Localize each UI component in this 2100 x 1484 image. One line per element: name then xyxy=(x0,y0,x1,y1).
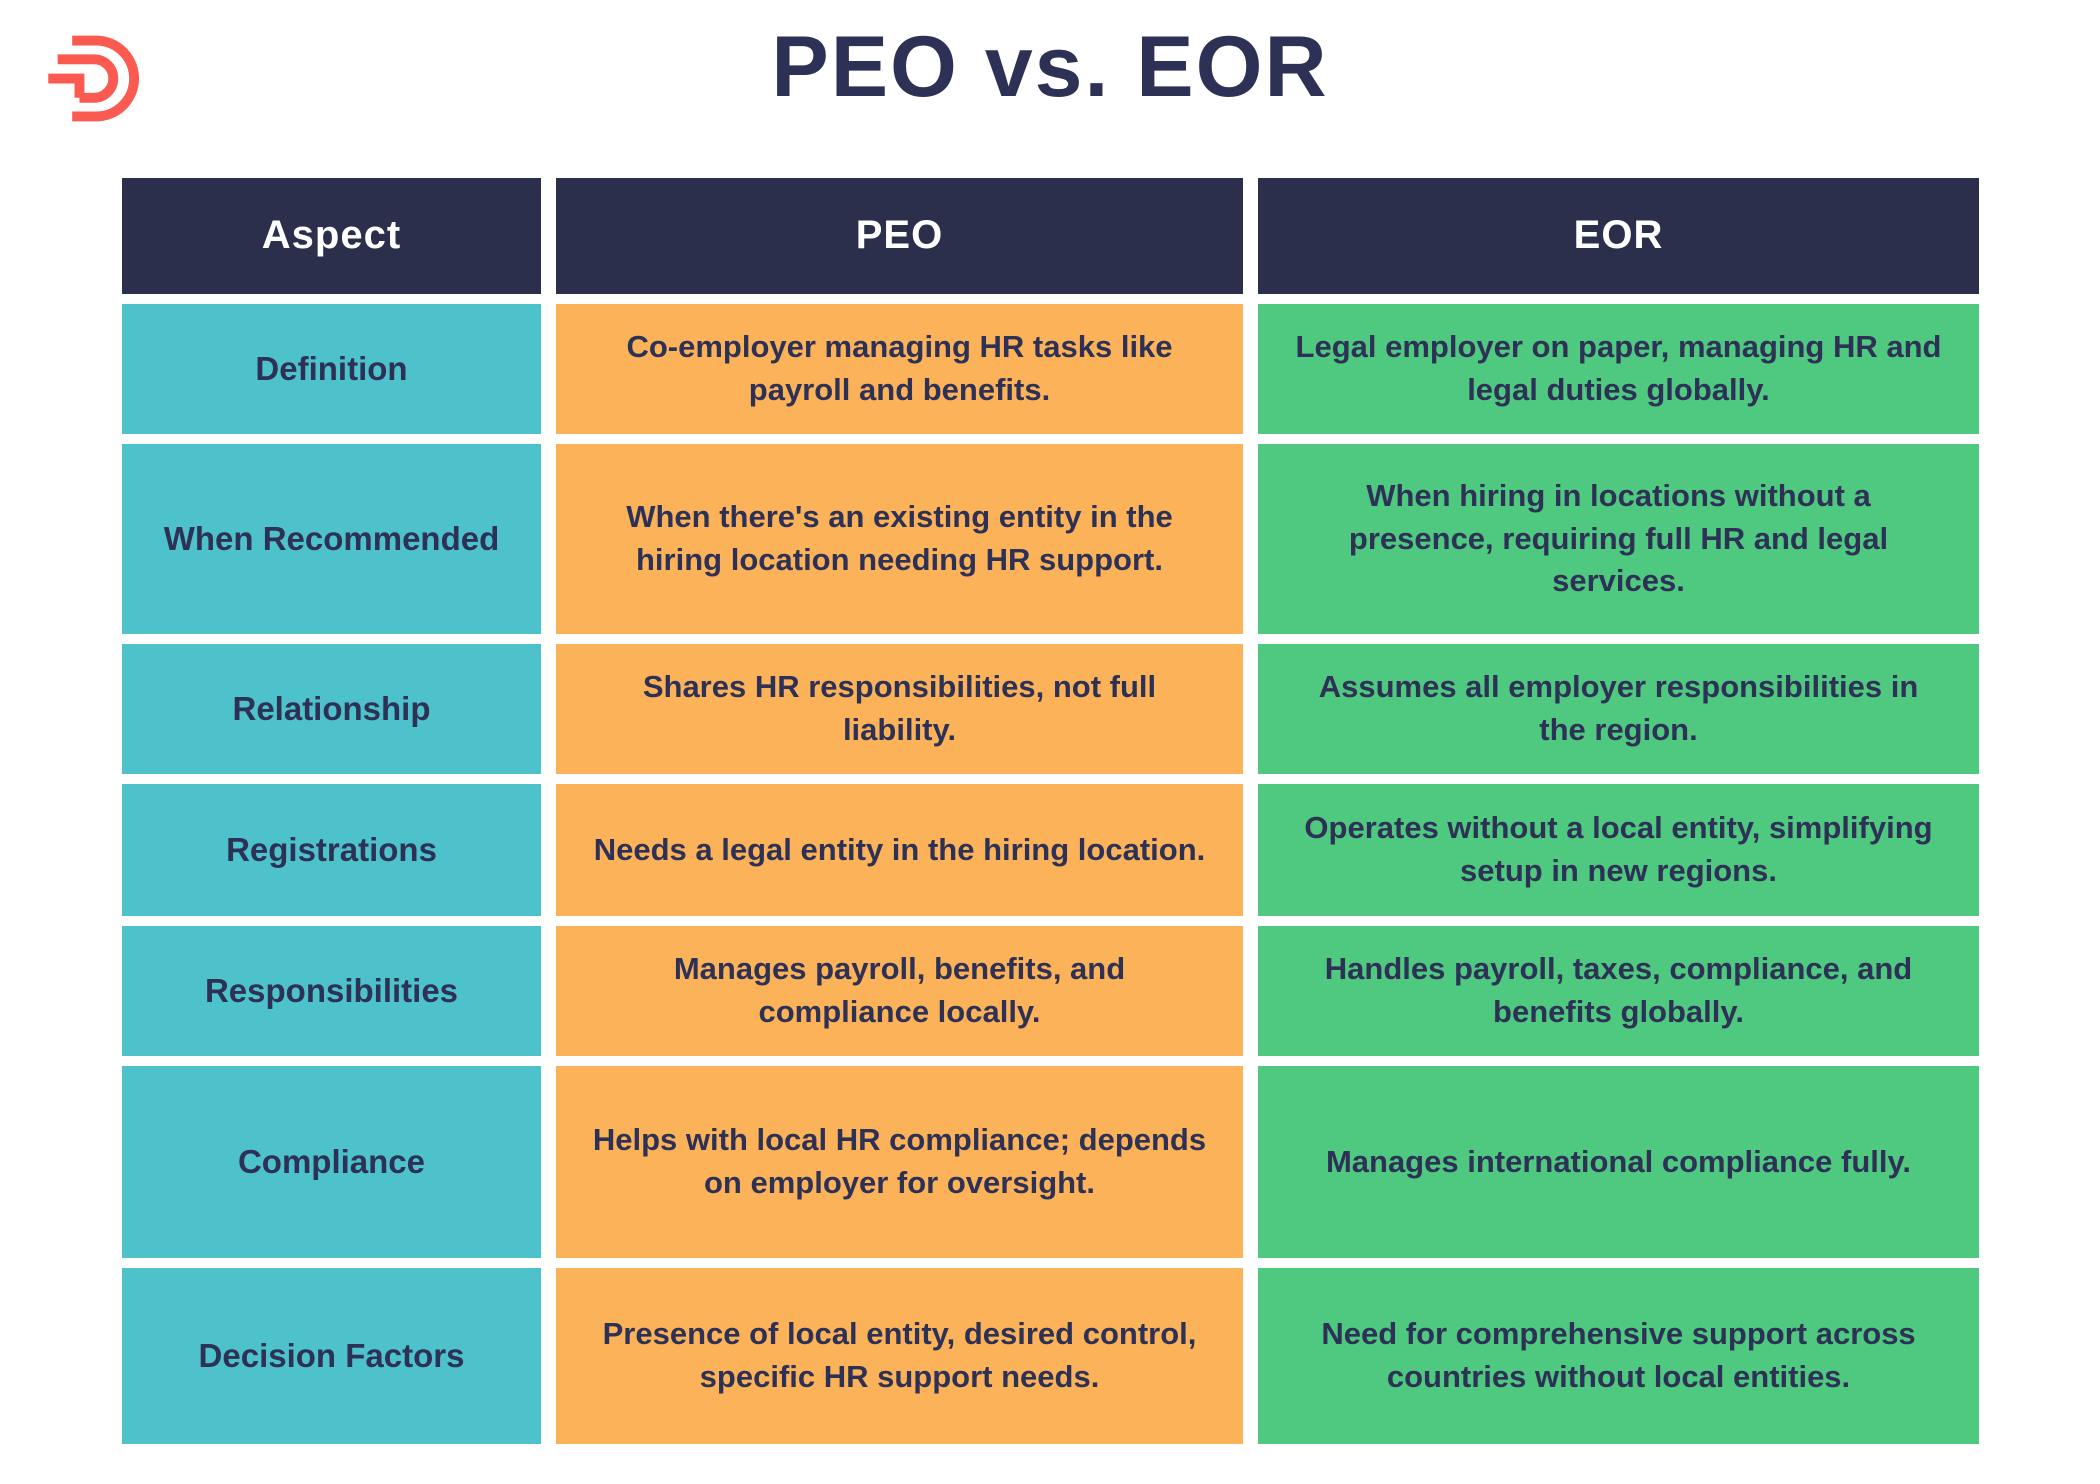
header-peo: PEO xyxy=(556,178,1243,294)
eor-cell: Need for comprehensive support across co… xyxy=(1258,1268,1979,1444)
aspect-cell: Decision Factors xyxy=(122,1268,541,1444)
peo-cell: Co-employer managing HR tasks like payro… xyxy=(556,304,1243,434)
peo-cell: Manages payroll, benefits, and complianc… xyxy=(556,926,1243,1056)
peo-cell: Shares HR responsibilities, not full lia… xyxy=(556,644,1243,774)
header-aspect: Aspect xyxy=(122,178,541,294)
peo-cell: Needs a legal entity in the hiring locat… xyxy=(556,784,1243,916)
header-eor: EOR xyxy=(1258,178,1979,294)
eor-cell: When hiring in locations without a prese… xyxy=(1258,444,1979,634)
aspect-cell: Definition xyxy=(122,304,541,434)
peo-cell: Helps with local HR compliance; depends … xyxy=(556,1066,1243,1258)
brand-d-icon xyxy=(48,35,140,122)
brand-logo xyxy=(34,26,152,130)
aspect-cell: When Recommended xyxy=(122,444,541,634)
eor-cell: Operates without a local entity, simplif… xyxy=(1258,784,1979,916)
eor-cell: Handles payroll, taxes, compliance, and … xyxy=(1258,926,1979,1056)
peo-cell: Presence of local entity, desired contro… xyxy=(556,1268,1243,1444)
aspect-cell: Responsibilities xyxy=(122,926,541,1056)
eor-cell: Manages international compliance fully. xyxy=(1258,1066,1979,1258)
page-title: PEO vs. EOR xyxy=(771,19,1329,115)
aspect-cell: Registrations xyxy=(122,784,541,916)
eor-cell: Assumes all employer responsibilities in… xyxy=(1258,644,1979,774)
eor-cell: Legal employer on paper, managing HR and… xyxy=(1258,304,1979,434)
comparison-table: Aspect PEO EOR Definition Co-employer ma… xyxy=(122,178,1979,1444)
aspect-cell: Compliance xyxy=(122,1066,541,1258)
peo-cell: When there's an existing entity in the h… xyxy=(556,444,1243,634)
aspect-cell: Relationship xyxy=(122,644,541,774)
